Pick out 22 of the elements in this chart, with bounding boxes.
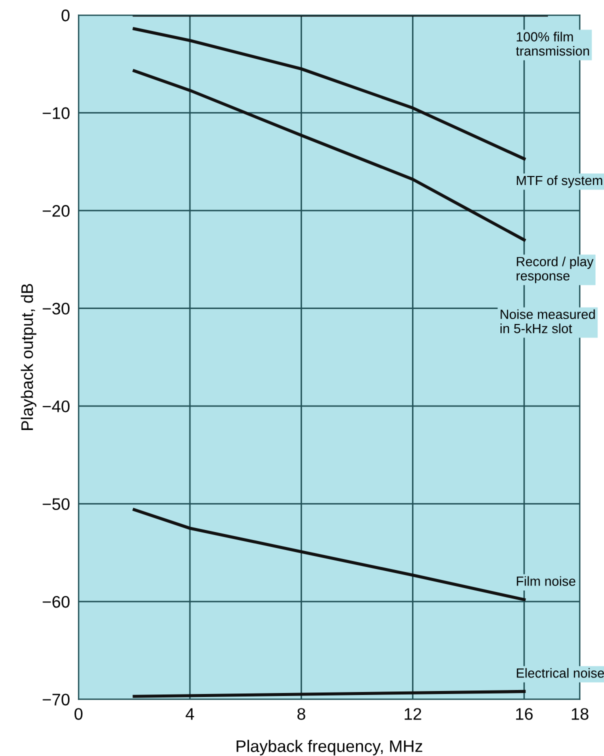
x-axis-title: Playback frequency, MHz <box>236 740 422 756</box>
x-tick-label: 8 <box>297 708 306 720</box>
series-label: Film noise <box>516 576 576 586</box>
series-label: Record / play response <box>516 256 594 284</box>
y-tick-label: −60 <box>42 596 70 608</box>
y-tick-label: −40 <box>42 400 70 412</box>
series-label: 100% film transmission <box>516 32 590 56</box>
x-tick-label: 0 <box>74 708 83 720</box>
y-tick-label: −50 <box>42 498 70 510</box>
series-label: MTF of system <box>516 175 602 188</box>
series-label: Electrical noise <box>516 668 604 678</box>
annotation: Noise measured in 5-kHz slot <box>500 309 595 334</box>
y-tick-label: −20 <box>42 205 70 217</box>
x-tick-label: 4 <box>186 708 194 720</box>
x-tick-label: 18 <box>572 708 588 720</box>
y-tick-label: −70 <box>42 694 70 706</box>
x-tick-label: 16 <box>516 708 533 720</box>
y-tick-label: 0 <box>62 10 70 22</box>
y-axis-title: Playback output, dB <box>20 284 36 430</box>
y-tick-label: −30 <box>42 302 70 315</box>
x-tick-label: 12 <box>404 708 422 720</box>
y-tick-label: −10 <box>42 107 70 120</box>
